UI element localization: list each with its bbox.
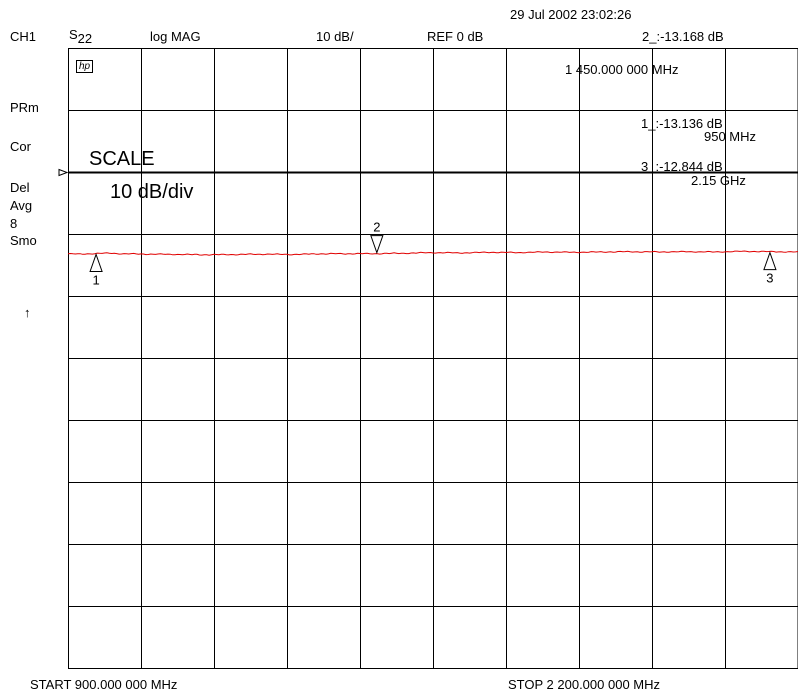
marker-1-symbol	[89, 252, 103, 272]
marker-3-readout: 3_:-12.844 dB	[641, 159, 723, 174]
active-marker-frequency: 1 450.000 000 MHz	[565, 62, 679, 77]
annotation-del: Del	[10, 180, 30, 195]
format-label: log MAG	[150, 29, 201, 44]
s22-trace	[67, 250, 798, 256]
reference-level-label: REF 0 dB	[427, 29, 484, 44]
graticule	[68, 48, 798, 669]
channel-label: CH1	[10, 29, 37, 44]
marker-1-label: 1	[92, 272, 99, 287]
marker-2-symbol	[370, 235, 384, 255]
annotation-prm: PRm	[10, 100, 39, 115]
stop-frequency: STOP 2 200.000 000 MHz	[508, 677, 661, 692]
marker-3-symbol	[763, 251, 777, 271]
hp-logo: hp	[76, 60, 94, 73]
reference-arrow-icon: ↑	[24, 305, 31, 320]
parameter-main: S	[69, 27, 78, 42]
marker-2-label: 2	[373, 220, 380, 235]
annotation-avg: Avg	[10, 198, 33, 213]
scale-value: 10 dB/div	[110, 181, 194, 203]
parameter-label: S22	[69, 27, 92, 46]
marker-1-frequency: 950 MHz	[704, 129, 757, 144]
start-frequency: START 900.000 000 MHz	[30, 677, 178, 692]
scale-title: SCALE	[89, 148, 155, 170]
annotation-smo: Smo	[10, 233, 37, 248]
marker-group: 1 2 3	[89, 220, 777, 287]
annotation-avg-count: 8	[10, 216, 18, 231]
annotation-cor: Cor	[10, 139, 31, 154]
marker-3-label: 3	[766, 271, 773, 286]
scale-label: 10 dB/	[316, 29, 354, 44]
marker-1-readout: 1_:-13.136 dB	[641, 116, 723, 131]
parameter-sub: 22	[77, 31, 93, 46]
marker-3-frequency: 2.15 GHz	[691, 173, 746, 188]
active-marker-readout: 2_:-13.168 dB	[642, 29, 724, 44]
datetime: 29 Jul 2002 23:02:26	[510, 7, 632, 22]
reference-position-marker	[58, 168, 69, 177]
